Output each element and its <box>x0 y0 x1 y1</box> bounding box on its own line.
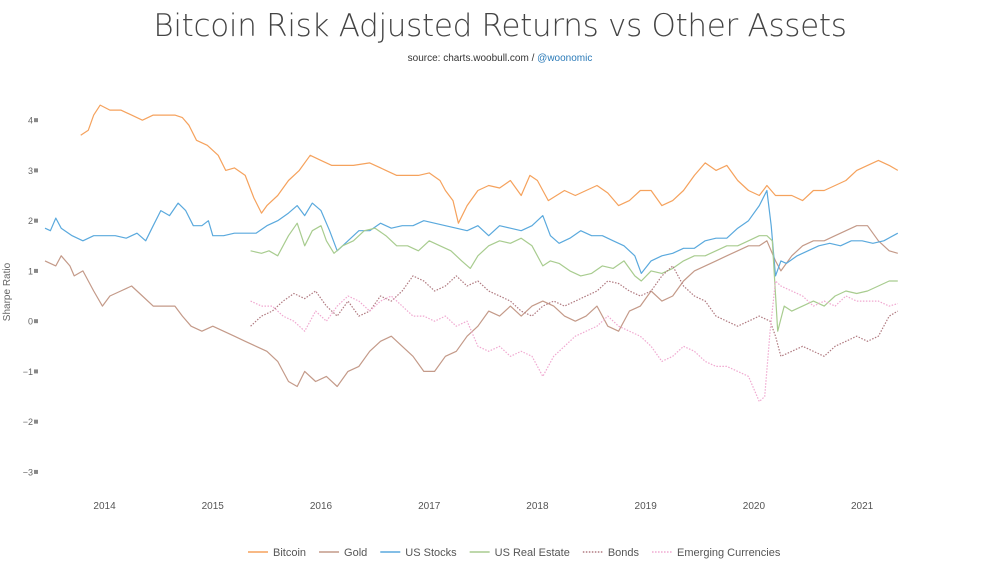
y-tick-label: 2 <box>28 216 33 226</box>
series-layer <box>44 104 899 403</box>
legend: Bitcoin Gold US Stocks US Real Estate Bonds E… <box>248 547 781 559</box>
series-line-bonds[interactable] <box>250 265 899 357</box>
series-line-emerging-currencies[interactable] <box>250 280 898 403</box>
x-tick-label: 2016 <box>310 501 333 512</box>
legend-label: Gold <box>344 547 367 559</box>
chart-subtitle: source: charts.woobull.com / @woonomic <box>0 53 1000 64</box>
legend-label: Bitcoin <box>273 547 306 559</box>
y-tick-mark <box>34 268 38 273</box>
y-axis: −3 −2 −1 0 1 2 3 4 <box>23 116 38 477</box>
y-tick-mark <box>34 168 38 173</box>
legend-label: Emerging Currencies <box>677 547 781 559</box>
series-line-us-real-estate[interactable] <box>250 222 898 332</box>
x-tick-label: 2014 <box>93 501 116 512</box>
y-tick-label: −1 <box>23 367 33 377</box>
y-tick-label: 3 <box>28 166 33 176</box>
series-line-gold[interactable] <box>44 225 898 388</box>
legend-item[interactable]: Bitcoin <box>248 547 306 559</box>
chart-title: Bitcoin Risk Adjusted Returns vs Other A… <box>153 8 847 44</box>
x-tick-label: 2018 <box>526 501 549 512</box>
series-line-us-stocks[interactable] <box>44 189 899 277</box>
y-tick-label: −2 <box>23 417 33 427</box>
y-axis-label: Sharpe Ratio <box>2 262 13 321</box>
legend-item[interactable]: Gold <box>319 547 367 559</box>
source-text: source: charts.woobull.com <box>407 53 529 64</box>
y-tick-mark <box>34 369 38 374</box>
x-tick-label: 2015 <box>202 501 225 512</box>
legend-label: US Real Estate <box>495 547 570 559</box>
y-tick-label: −3 <box>23 467 33 477</box>
y-tick-label: 0 <box>28 317 33 327</box>
legend-item[interactable]: US Real Estate <box>469 547 570 559</box>
y-tick-mark <box>34 469 38 474</box>
x-tick-label: 2021 <box>851 501 874 512</box>
legend-label: Bonds <box>608 547 640 559</box>
y-tick-mark <box>34 319 38 324</box>
y-tick-mark <box>34 218 38 223</box>
twitter-handle-link[interactable]: @woonomic <box>537 53 593 64</box>
y-tick-mark <box>34 419 38 424</box>
y-tick-label: 1 <box>28 266 33 276</box>
subtitle-separator: / <box>531 53 535 64</box>
y-tick-label: 4 <box>28 116 33 126</box>
x-axis: 2014 2015 2016 2017 2018 2019 2020 2021 <box>93 501 873 512</box>
x-tick-label: 2020 <box>743 501 766 512</box>
legend-label: US Stocks <box>405 547 457 559</box>
x-tick-label: 2019 <box>635 501 658 512</box>
legend-item[interactable]: Emerging Currencies <box>652 547 781 559</box>
y-tick-mark <box>34 118 38 123</box>
series-line-bitcoin[interactable] <box>80 104 899 224</box>
legend-item[interactable]: US Stocks <box>380 547 457 559</box>
legend-item[interactable]: Bonds <box>582 547 640 559</box>
x-tick-label: 2017 <box>418 501 441 512</box>
